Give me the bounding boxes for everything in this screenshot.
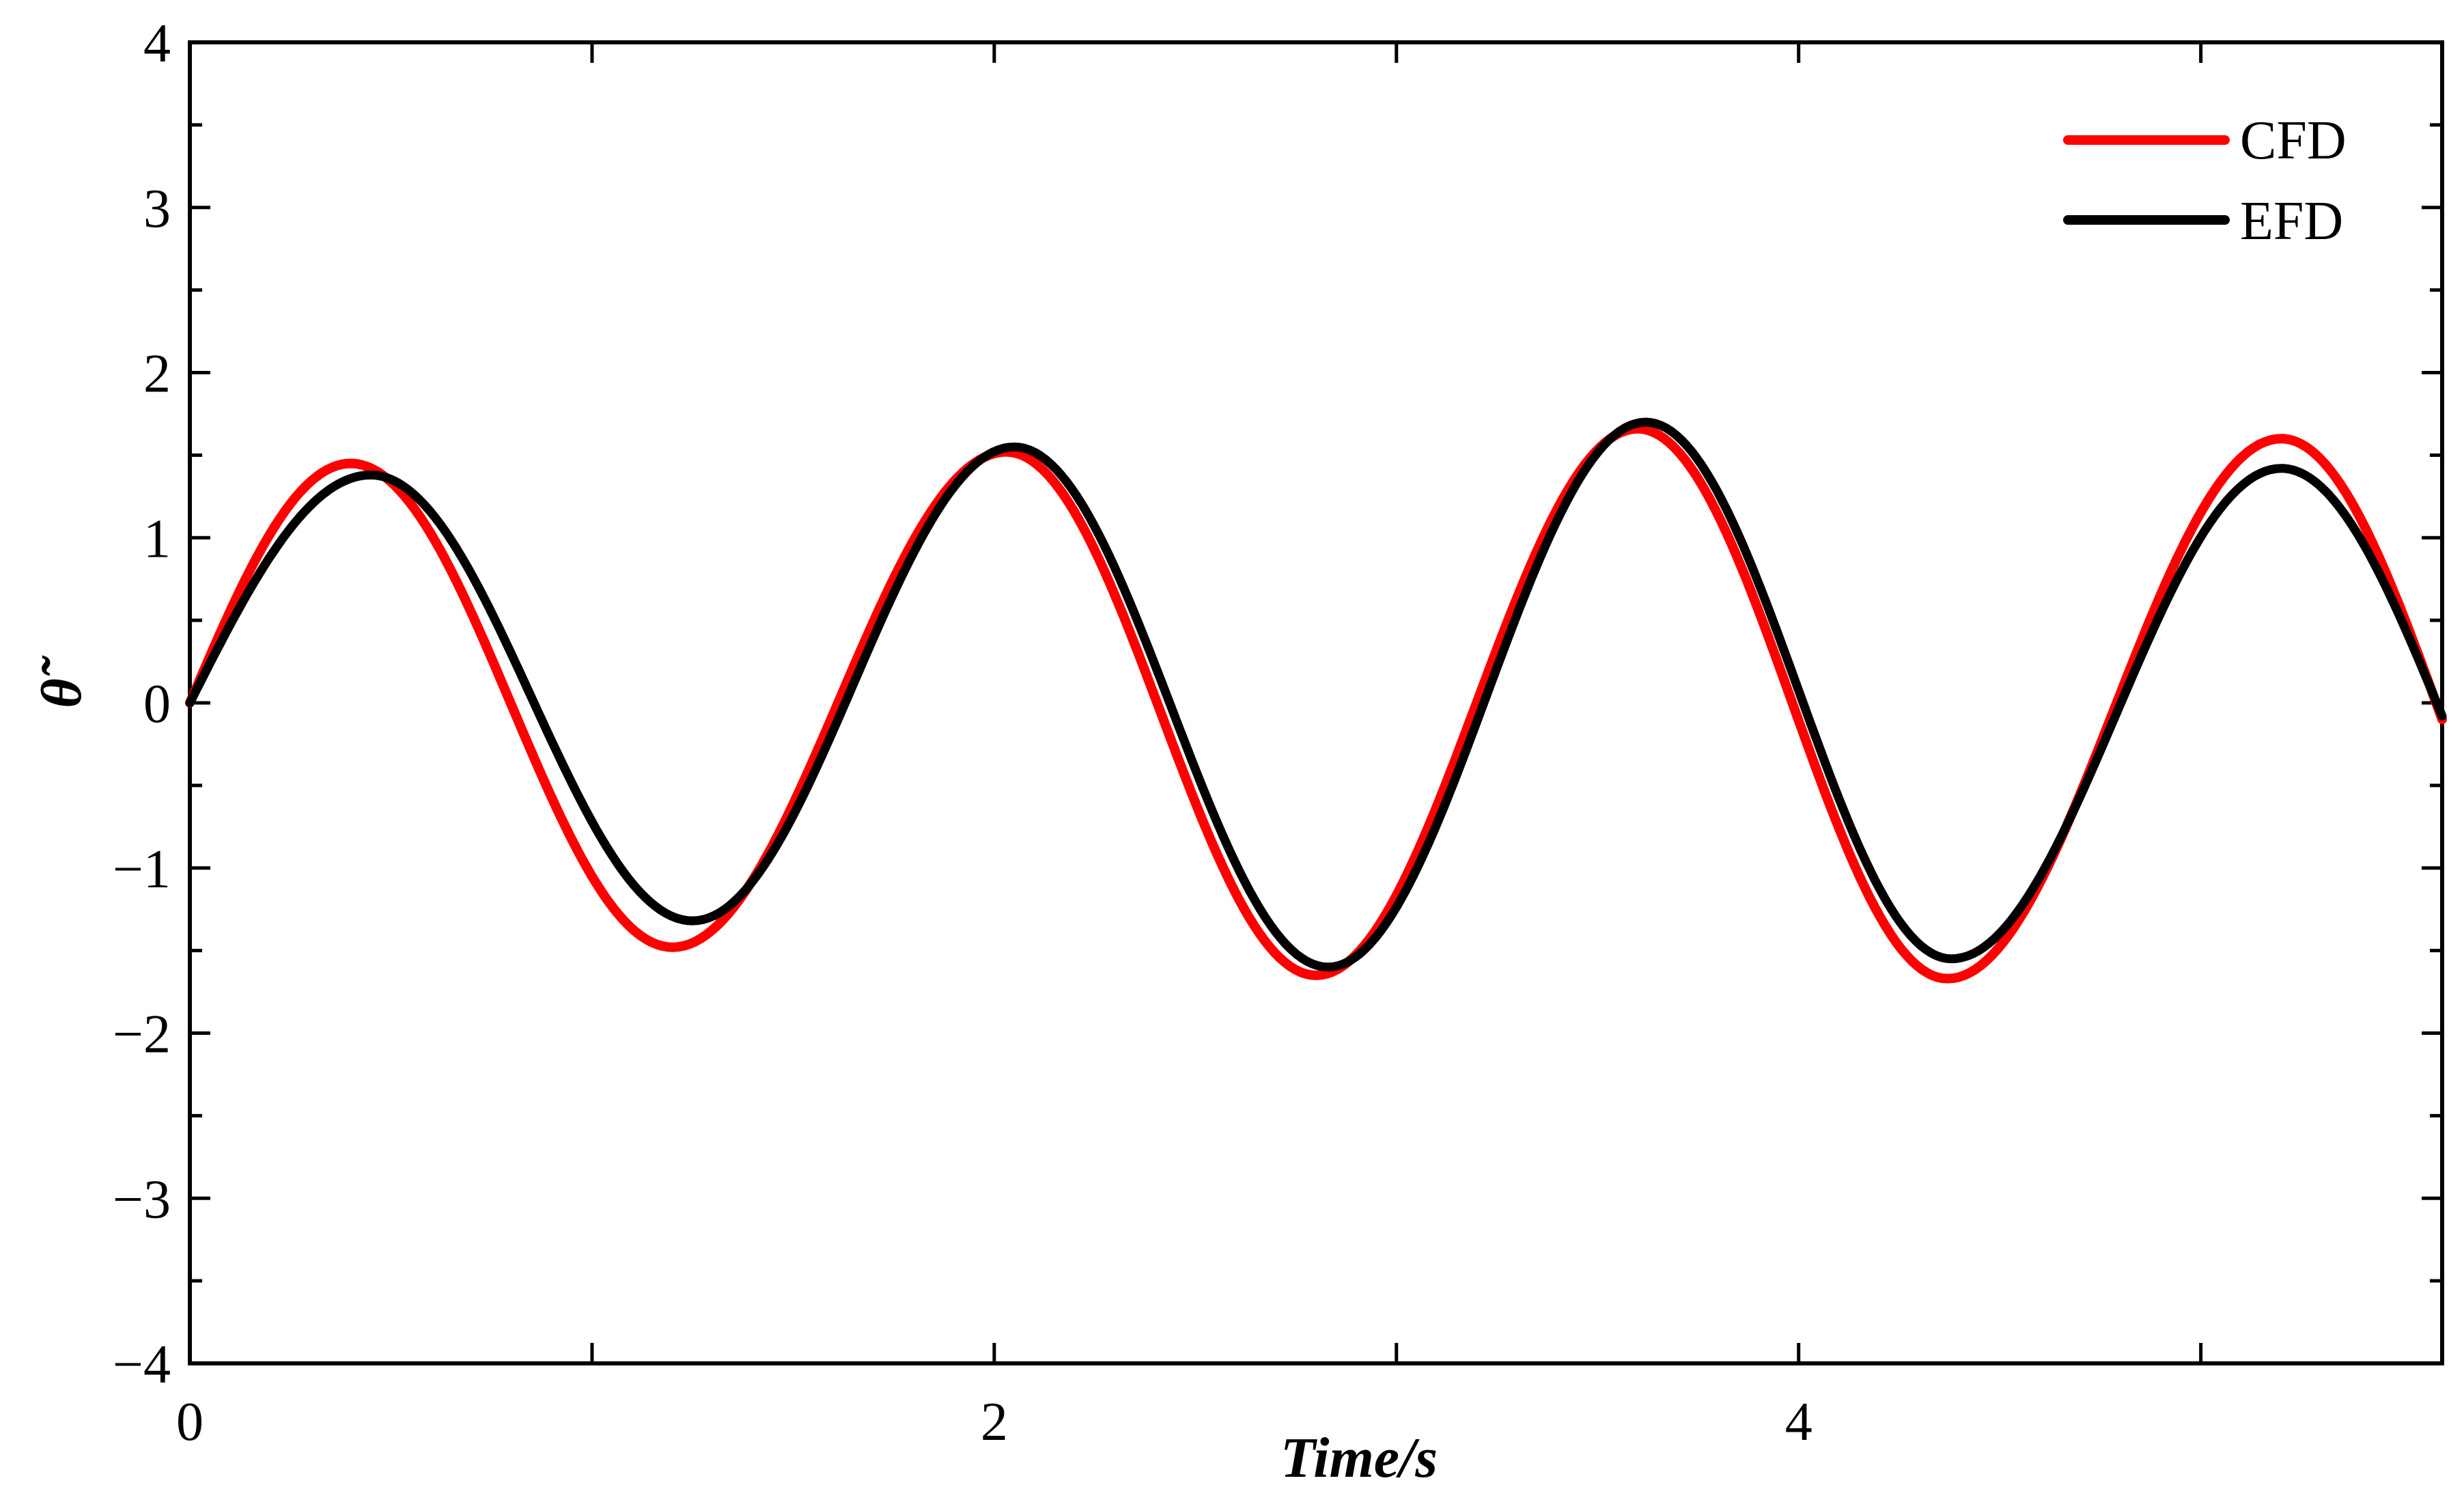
legend: CFD EFD: [2063, 111, 2347, 251]
x-tick-label: 2: [981, 1392, 1008, 1452]
legend-label-efd: EFD: [2240, 191, 2343, 251]
y-tick-label: 2: [143, 344, 171, 404]
y-tick-labels: −4 −3 −2 −1 0 1 2 3 4: [113, 14, 171, 1395]
y-tick-label: −1: [113, 839, 171, 900]
y-tick-label: −3: [113, 1169, 171, 1230]
x-tick-labels: 0 2 4: [176, 1392, 1812, 1452]
y-tick-label: 4: [143, 14, 171, 74]
series-layer: [185, 417, 2447, 984]
y-axis-title: θ̃: [30, 655, 94, 708]
y-tick-label: 1: [143, 509, 171, 569]
legend-label-cfd: CFD: [2240, 111, 2347, 171]
x-tick-label: 4: [1785, 1392, 1812, 1452]
series-line-cfd: [185, 423, 2447, 984]
y-tick-label: −4: [113, 1335, 171, 1395]
plot-frame: [188, 40, 2444, 1365]
x-axis-title: Time/s: [1280, 1426, 1438, 1490]
y-tick-label: 0: [143, 674, 171, 734]
y-tick-label: −2: [113, 1005, 171, 1065]
y-tick-label: 3: [143, 179, 171, 239]
tick-marks: [188, 40, 2442, 1365]
x-tick-label: 0: [176, 1392, 204, 1452]
series-line-efd: [185, 417, 2447, 972]
